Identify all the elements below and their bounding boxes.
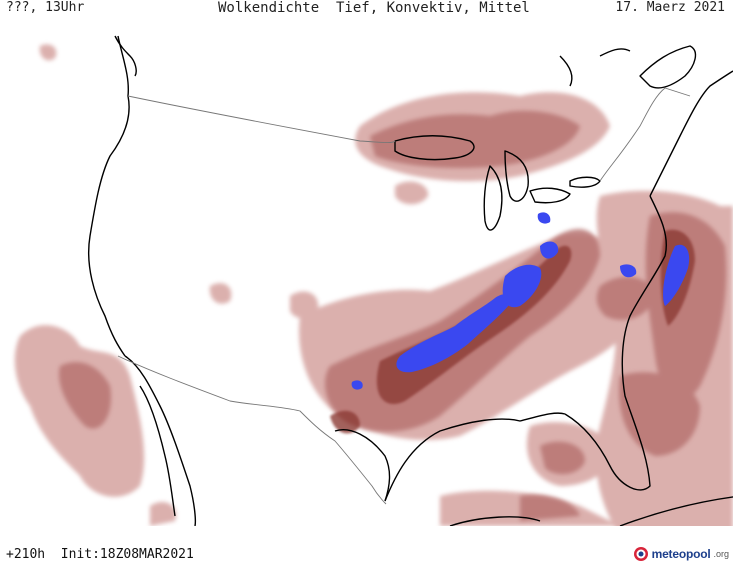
brand-logo[interactable]: meteopool .org bbox=[633, 544, 729, 564]
brand-tld: .org bbox=[713, 549, 729, 559]
forecast-time-label: ???, 13Uhr bbox=[6, 0, 85, 15]
meteopool-logo-icon bbox=[633, 547, 648, 561]
map-title: Wolkendichte Tief, Konvektiv, Mittel bbox=[218, 0, 530, 16]
brand-name: meteopool bbox=[651, 547, 711, 561]
cloud-density-map bbox=[0, 16, 733, 526]
coastlines bbox=[87, 35, 733, 526]
convective-cells bbox=[351, 212, 690, 390]
run-info: +210h Init:18Z08MAR2021 bbox=[6, 547, 194, 562]
forecast-date: 17. Maerz 2021 bbox=[615, 0, 725, 15]
country-borders bbox=[117, 87, 691, 505]
